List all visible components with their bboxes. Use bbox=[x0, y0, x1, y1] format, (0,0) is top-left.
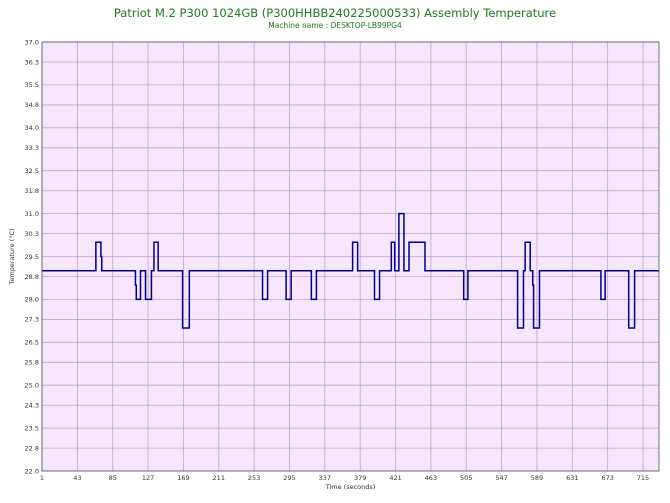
x-tick-label: 631 bbox=[566, 474, 578, 482]
x-tick-label: 127 bbox=[142, 474, 154, 482]
chart-subtitle: Machine name : DESKTOP-LB99PG4 bbox=[268, 21, 402, 30]
y-tick-label: 23.5 bbox=[25, 424, 39, 432]
y-tick-label: 22.0 bbox=[25, 467, 39, 475]
x-tick-label: 715 bbox=[637, 474, 649, 482]
y-tick-label: 28.8 bbox=[25, 273, 39, 281]
y-tick-label: 35.5 bbox=[25, 81, 39, 89]
y-tick-label: 25.8 bbox=[25, 359, 39, 367]
x-axis-label: Time (seconds) bbox=[325, 483, 376, 491]
x-tick-label: 211 bbox=[213, 474, 225, 482]
y-tick-label: 31.8 bbox=[25, 187, 39, 195]
y-tick-label: 32.5 bbox=[25, 167, 39, 175]
y-tick-label: 33.3 bbox=[25, 144, 39, 152]
x-tick-label: 85 bbox=[109, 474, 117, 482]
x-tick-label: 379 bbox=[354, 474, 366, 482]
x-axis-ticks: 1 43 85 127 169 211 253 295 337 379 421 463 505 547 58… bbox=[40, 474, 649, 482]
x-tick-label: 253 bbox=[248, 474, 260, 482]
chart-title: Patriot M.2 P300 1024GB (P300HHBB2402250… bbox=[113, 6, 557, 20]
x-tick-label: 421 bbox=[389, 474, 401, 482]
y-axis-ticks: 37.0 36.3 35.5 34.8 34.0 33.3 32.5 31.8 31.0 30.3… bbox=[25, 38, 39, 475]
y-tick-label: 26.5 bbox=[25, 339, 39, 347]
y-tick-label: 22.8 bbox=[25, 444, 39, 452]
x-tick-label: 463 bbox=[425, 474, 437, 482]
y-axis-label: Temperature (°C) bbox=[8, 228, 16, 285]
plot-border bbox=[41, 41, 660, 472]
y-tick-label: 27.3 bbox=[25, 316, 39, 324]
x-tick-label: 295 bbox=[283, 474, 295, 482]
y-tick-label: 34.0 bbox=[25, 124, 39, 132]
x-tick-label: 589 bbox=[531, 474, 543, 482]
x-tick-label: 43 bbox=[73, 474, 81, 482]
y-tick-label: 30.3 bbox=[25, 230, 39, 238]
y-tick-label: 28.0 bbox=[25, 296, 39, 304]
y-tick-label: 31.0 bbox=[25, 210, 39, 218]
y-tick-label: 36.3 bbox=[25, 58, 39, 66]
y-tick-label: 34.8 bbox=[25, 101, 39, 109]
x-tick-label: 547 bbox=[495, 474, 507, 482]
x-tick-label: 169 bbox=[177, 474, 189, 482]
x-tick-label: 337 bbox=[319, 474, 331, 482]
x-tick-label: 673 bbox=[601, 474, 613, 482]
x-tick-label: 505 bbox=[460, 474, 472, 482]
y-tick-label: 25.0 bbox=[25, 382, 39, 390]
temperature-series-line bbox=[42, 212, 659, 329]
y-tick-label: 37.0 bbox=[25, 38, 39, 46]
x-tick-label: 1 bbox=[40, 474, 44, 482]
y-tick-label: 29.5 bbox=[25, 253, 39, 261]
y-tick-label: 24.3 bbox=[25, 402, 39, 410]
